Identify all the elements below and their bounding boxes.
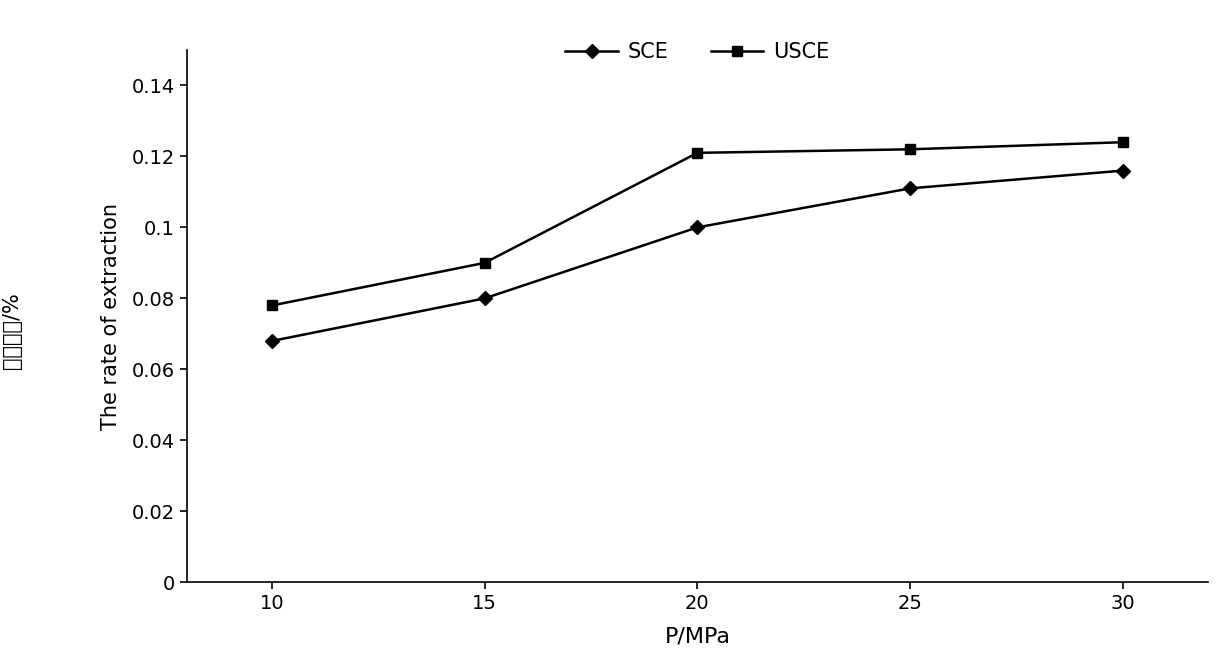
X-axis label: P/MPa: P/MPa bbox=[664, 627, 730, 647]
USCE bbox=[903, 146, 917, 154]
USCE bbox=[1115, 138, 1130, 146]
SCE bbox=[903, 185, 917, 193]
SCE bbox=[1115, 167, 1130, 175]
USCE bbox=[477, 259, 492, 267]
USCE bbox=[690, 149, 704, 157]
USCE bbox=[264, 301, 279, 309]
SCE bbox=[477, 295, 492, 303]
SCE bbox=[690, 223, 704, 231]
Line: USCE: USCE bbox=[267, 137, 1128, 310]
Legend: SCE, USCE: SCE, USCE bbox=[558, 34, 838, 70]
Text: 萌取得率/%: 萌取得率/% bbox=[2, 293, 22, 369]
SCE bbox=[264, 337, 279, 345]
Line: SCE: SCE bbox=[267, 166, 1128, 346]
Y-axis label: The rate of extraction: The rate of extraction bbox=[100, 203, 121, 430]
